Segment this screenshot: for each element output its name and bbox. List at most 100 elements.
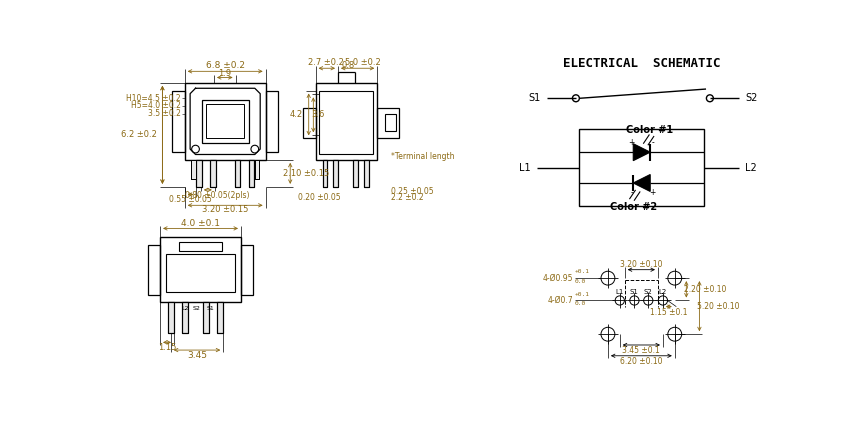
Bar (185, 83, 265, 160)
Circle shape (600, 327, 614, 341)
Text: H5=4.0 ±0.2: H5=4.0 ±0.2 (131, 102, 181, 111)
Bar (181, 302, 187, 333)
Circle shape (667, 271, 681, 285)
Text: L2: L2 (181, 306, 188, 311)
Circle shape (657, 296, 667, 305)
Bar (364, 160, 368, 187)
Text: 3.45: 3.45 (187, 351, 207, 360)
Text: Color #2: Color #2 (609, 202, 657, 212)
Text: 4-Ø0.95: 4-Ø0.95 (542, 274, 572, 283)
Bar (148, 245, 160, 295)
Polygon shape (632, 144, 649, 161)
Bar (578, 129, 704, 206)
Bar (385, 114, 395, 132)
Text: 3.5 ±0.2: 3.5 ±0.2 (148, 109, 181, 118)
Text: S1: S1 (630, 289, 638, 295)
Bar (172, 91, 185, 152)
Bar (179, 241, 221, 251)
Text: L1: L1 (518, 163, 530, 173)
Text: 6.8 ±0.2: 6.8 ±0.2 (205, 61, 245, 70)
Bar (203, 302, 209, 333)
Text: 1.15 ±0.1: 1.15 ±0.1 (649, 308, 687, 316)
Text: 0.55 ±0.05: 0.55 ±0.05 (169, 195, 212, 204)
Text: 0.25 ±0.05: 0.25 ±0.05 (391, 187, 433, 196)
Circle shape (192, 145, 199, 153)
Text: +: + (628, 138, 634, 147)
Text: 1.9: 1.9 (218, 69, 231, 78)
Text: 6.2 ±0.2: 6.2 ±0.2 (121, 130, 157, 139)
Text: ELECTRICAL  SCHEMATIC: ELECTRICAL SCHEMATIC (562, 57, 719, 70)
Text: 1.15: 1.15 (158, 343, 176, 352)
Bar (206, 105, 244, 138)
Text: 0.0: 0.0 (574, 279, 586, 284)
Bar (364, 160, 368, 187)
Bar (191, 160, 195, 179)
Polygon shape (632, 174, 649, 191)
Bar (241, 245, 253, 295)
Text: S2: S2 (193, 306, 201, 311)
Text: L2: L2 (744, 163, 756, 173)
Bar (210, 160, 215, 187)
Bar (319, 91, 373, 154)
Bar (255, 160, 259, 179)
Bar (235, 160, 240, 187)
Text: 0.8: 0.8 (341, 62, 354, 70)
Circle shape (251, 145, 258, 153)
Bar (181, 302, 187, 333)
Text: +0.1: +0.1 (574, 270, 589, 274)
Bar (191, 160, 195, 179)
Bar (316, 83, 376, 160)
Text: 3.6: 3.6 (311, 110, 324, 119)
Text: 0.80 ±0.05(2pls): 0.80 ±0.05(2pls) (185, 191, 249, 200)
Text: L2: L2 (658, 289, 666, 295)
Bar (353, 160, 358, 187)
Bar (322, 160, 327, 187)
Circle shape (643, 296, 652, 305)
Text: 2.7 ±0.2: 2.7 ±0.2 (308, 58, 344, 67)
Bar (217, 302, 223, 333)
Text: H10=4.5 ±0.2: H10=4.5 ±0.2 (126, 94, 181, 103)
Bar (303, 108, 316, 138)
Bar (166, 254, 235, 293)
Bar (203, 302, 209, 333)
Text: +0.1: +0.1 (574, 292, 589, 296)
Bar (333, 160, 338, 187)
Bar (235, 160, 240, 187)
Circle shape (706, 95, 712, 102)
Bar (202, 100, 248, 143)
Circle shape (667, 327, 681, 341)
Text: 2.10 ±0.15: 2.10 ±0.15 (283, 169, 329, 178)
Bar (255, 160, 259, 179)
Text: S2: S2 (643, 289, 652, 295)
Text: 3.20 ±0.15: 3.20 ±0.15 (202, 205, 248, 214)
Text: 4.0 ±0.1: 4.0 ±0.1 (181, 219, 219, 227)
Bar (265, 91, 278, 152)
Text: 4.2: 4.2 (289, 110, 302, 119)
Bar (248, 160, 254, 187)
Bar (160, 237, 241, 302)
Text: 5.20 ±0.10: 5.20 ±0.10 (696, 302, 739, 311)
Text: 0.0: 0.0 (574, 301, 586, 306)
Text: 2.20 ±0.10: 2.20 ±0.10 (684, 285, 726, 294)
Text: -: - (651, 138, 653, 147)
Bar (376, 108, 398, 138)
Text: 5.0 ±0.2: 5.0 ±0.2 (344, 58, 380, 67)
Bar (210, 160, 215, 187)
Text: *Terminal length: *Terminal length (391, 151, 454, 161)
Text: 0.20 ±0.05: 0.20 ±0.05 (298, 193, 340, 202)
Text: Color #1: Color #1 (625, 125, 672, 135)
Bar (248, 160, 254, 187)
Text: S2: S2 (744, 93, 757, 103)
Text: 4-Ø0.7: 4-Ø0.7 (547, 296, 572, 305)
Text: -: - (630, 188, 632, 197)
Text: 2.2 ±0.2: 2.2 ±0.2 (391, 193, 423, 202)
Bar (196, 160, 202, 187)
Bar (333, 160, 338, 187)
Text: L1: L1 (615, 289, 623, 295)
Text: 6.20 ±0.10: 6.20 ±0.10 (619, 357, 662, 366)
Text: S1: S1 (206, 306, 214, 311)
Text: +: + (648, 188, 655, 197)
Bar (322, 160, 327, 187)
Circle shape (571, 95, 579, 102)
Text: 3.45 ±0.1: 3.45 ±0.1 (622, 346, 659, 355)
